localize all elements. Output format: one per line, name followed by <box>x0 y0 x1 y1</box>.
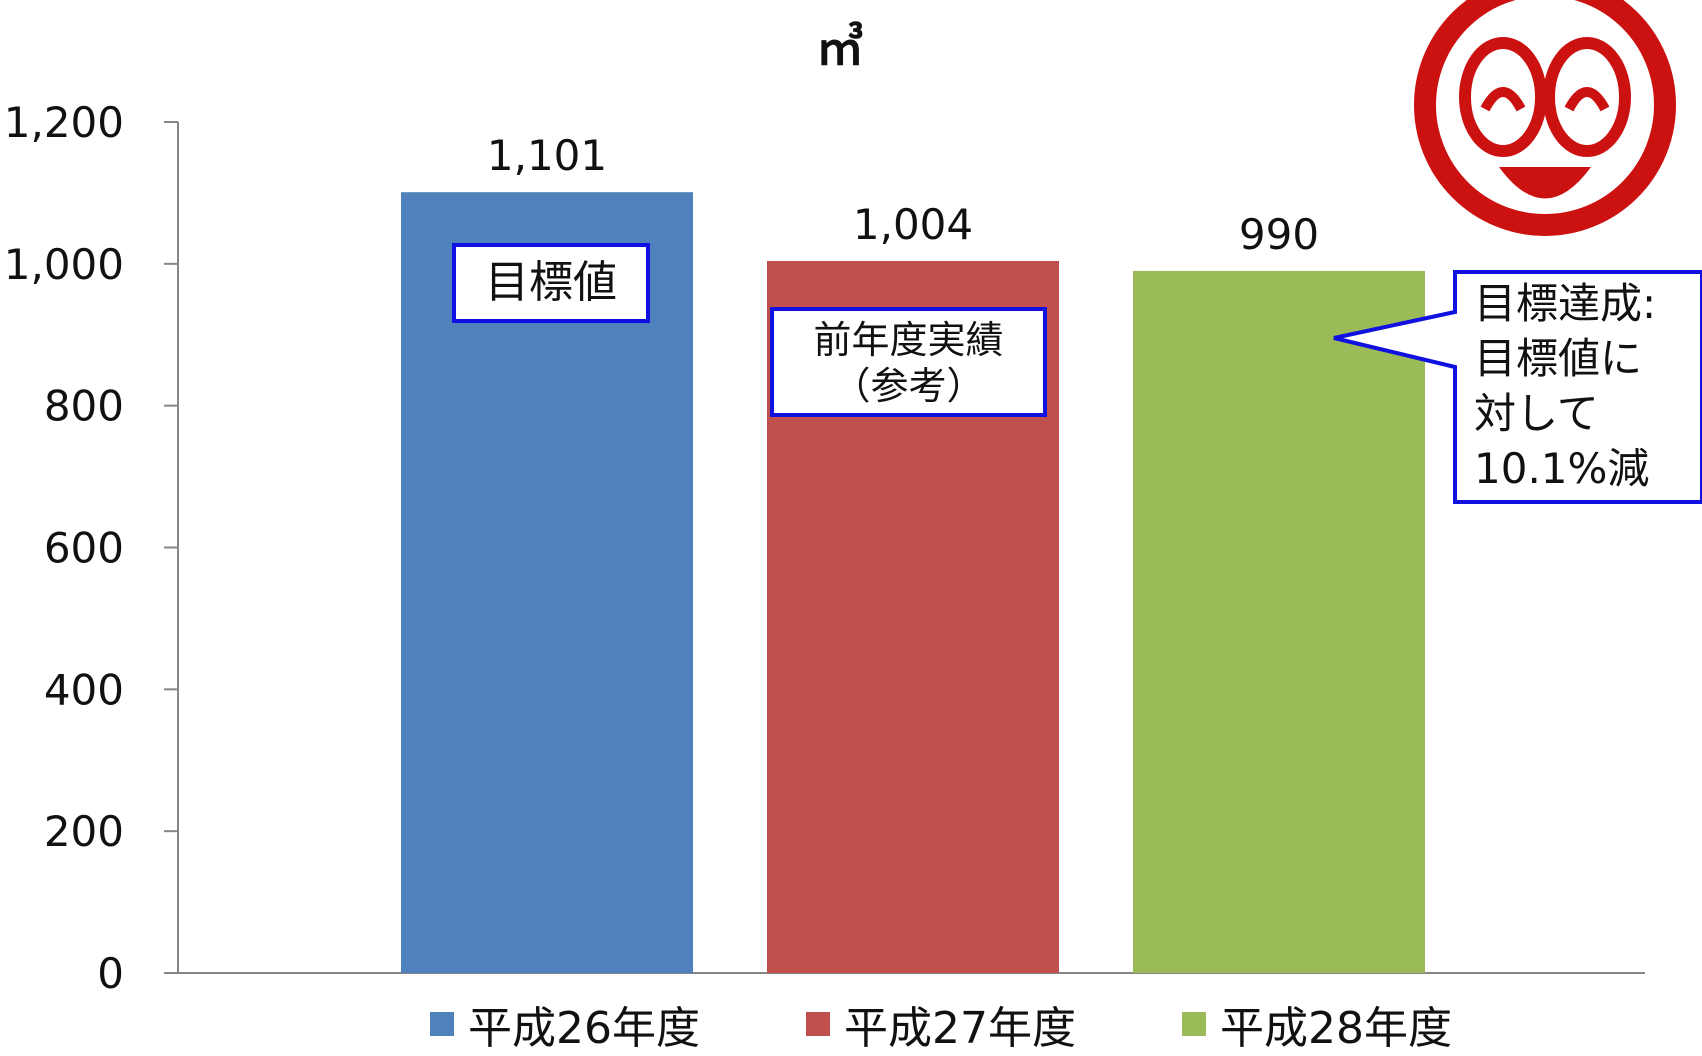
previous-year-annotation-line1: 前年度実績 <box>813 318 1004 362</box>
chart-title: ㎥ <box>815 20 864 76</box>
legend: 平成26年度 平成27年度 平成28年度 <box>0 998 1702 1054</box>
callout-line-4: 10.1%減 <box>1474 444 1650 493</box>
mascot-mouth <box>1499 167 1591 199</box>
achievement-callout-text: 目標達成: 目標値に 対して 10.1%減 <box>1474 276 1656 496</box>
legend-label-h26: 平成26年度 <box>468 1003 700 1054</box>
legend-label-h27: 平成27年度 <box>844 1003 1076 1054</box>
bar-3 <box>1133 270 1425 973</box>
y-tick-label: 1,000 <box>4 240 124 289</box>
legend-item-h28: 平成28年度 <box>1182 998 1452 1054</box>
bar-value-label-2: 1,004 <box>853 200 973 249</box>
y-tick-label: 200 <box>44 807 124 856</box>
y-tick-label: 600 <box>44 524 124 573</box>
mascot-left-eye <box>1459 37 1547 157</box>
callout-line-2: 目標値に <box>1474 334 1643 383</box>
target-annotation-text: 目標値 <box>485 257 617 308</box>
legend-item-h27: 平成27年度 <box>806 998 1076 1054</box>
mascot-left-eye-curl <box>1480 87 1526 112</box>
axis-group: 0 200 400 600 800 1,000 1,200 <box>4 98 1645 998</box>
bar-value-label-3: 990 <box>1239 210 1319 259</box>
achievement-callout-shape <box>1333 270 1702 504</box>
bar-value-label-1: 1,101 <box>487 131 607 180</box>
y-tick-label: 1,200 <box>4 98 124 147</box>
y-tick-label: 800 <box>44 382 124 431</box>
smiling-face-icon <box>1414 0 1676 236</box>
legend-label-h28: 平成28年度 <box>1220 1003 1452 1054</box>
callout-line-3: 対して <box>1474 389 1599 438</box>
previous-year-annotation-line2: （参考） <box>832 364 985 408</box>
legend-swatch-h27 <box>806 1012 830 1036</box>
legend-swatch-h26 <box>430 1012 454 1036</box>
labels-group: 1,101 1,004 990 <box>487 131 1702 504</box>
y-tick-label: 0 <box>97 949 124 998</box>
previous-year-annotation: 前年度実績 （参考） <box>770 307 1047 417</box>
legend-item-h26: 平成26年度 <box>430 998 700 1054</box>
mascot-right-eye-curl <box>1564 87 1610 112</box>
target-annotation: 目標値 <box>452 243 650 323</box>
mascot-right-eye <box>1543 37 1631 157</box>
y-tick-label: 400 <box>44 665 124 714</box>
legend-swatch-h28 <box>1182 1012 1206 1036</box>
callout-line-1: 目標達成: <box>1474 279 1657 328</box>
